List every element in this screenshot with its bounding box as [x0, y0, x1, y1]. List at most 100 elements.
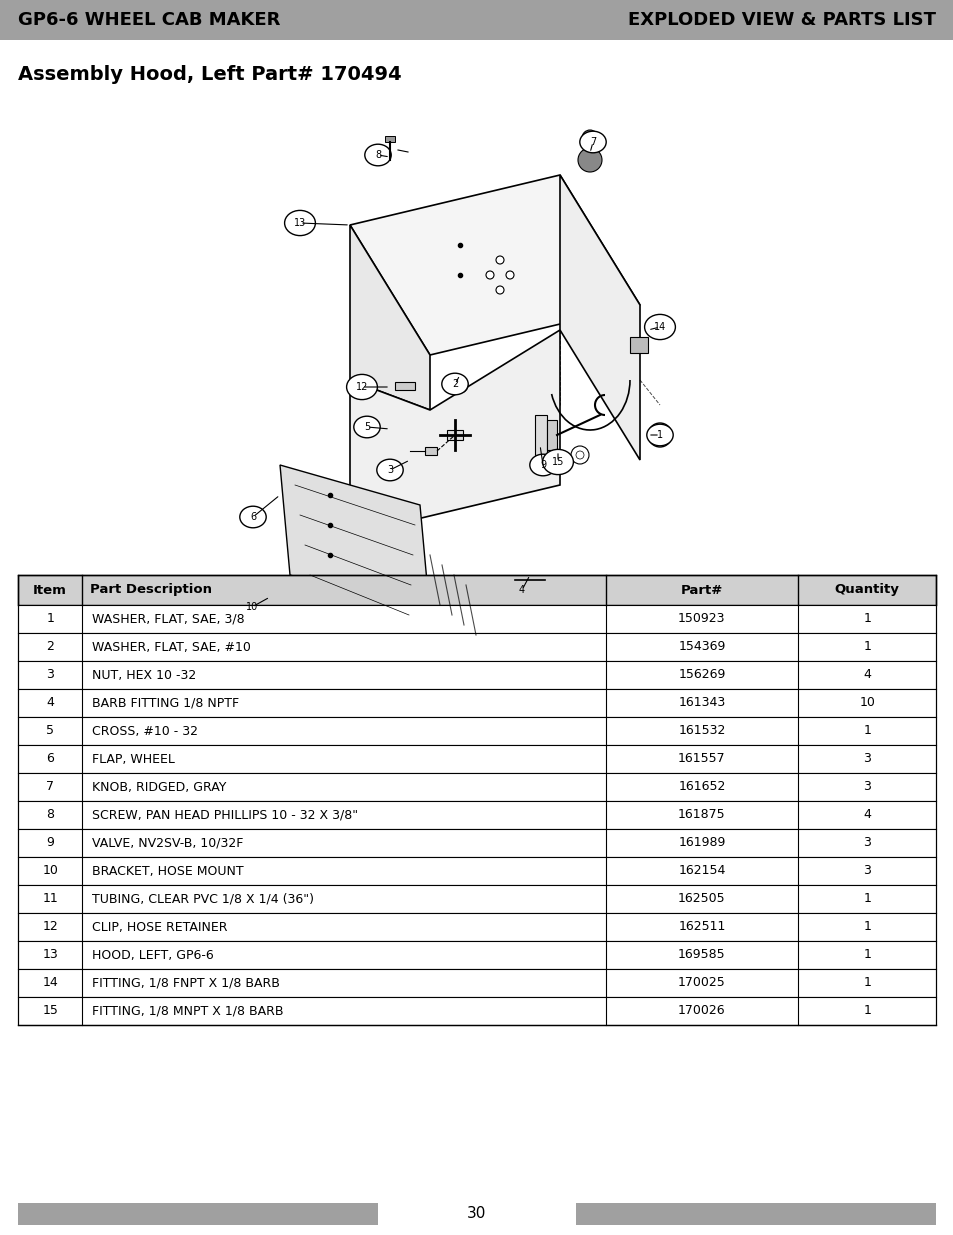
Text: 161875: 161875	[678, 809, 725, 821]
Ellipse shape	[508, 579, 535, 600]
Circle shape	[452, 377, 468, 393]
Text: 154369: 154369	[678, 641, 725, 653]
Ellipse shape	[354, 416, 380, 437]
Text: 3: 3	[46, 668, 54, 682]
Bar	[270, 590, 359, 640]
Text: KNOB, RIDGED, GRAY: KNOB, RIDGED, GRAY	[92, 781, 227, 794]
Circle shape	[456, 382, 462, 388]
Text: 3: 3	[862, 752, 870, 766]
Text: 10: 10	[246, 601, 258, 613]
Text: NUT, HEX 10 -32: NUT, HEX 10 -32	[92, 668, 196, 682]
Bar	[18, 802, 935, 829]
Bar	[447, 430, 462, 440]
Text: 162511: 162511	[678, 920, 725, 934]
Ellipse shape	[346, 374, 377, 400]
Text: 3: 3	[862, 836, 870, 850]
Text: 1: 1	[862, 920, 870, 934]
Text: 150923: 150923	[678, 613, 725, 625]
Text: 13: 13	[42, 948, 58, 962]
Text: 5: 5	[46, 725, 54, 737]
Text: 169585: 169585	[678, 948, 725, 962]
Text: 1: 1	[862, 1004, 870, 1018]
Bar	[385, 136, 395, 142]
Text: 14: 14	[653, 322, 665, 332]
Text: 1: 1	[657, 430, 662, 440]
Text: 1: 1	[862, 893, 870, 905]
Text: HOOD, LEFT, GP6-6: HOOD, LEFT, GP6-6	[92, 948, 213, 962]
Circle shape	[485, 270, 494, 279]
Text: 6: 6	[250, 513, 255, 522]
Text: 156269: 156269	[678, 668, 725, 682]
Text: 170025: 170025	[678, 977, 725, 989]
Ellipse shape	[284, 210, 315, 236]
Bar	[424, 447, 436, 454]
Text: Part#: Part#	[680, 583, 722, 597]
Text: Quantity: Quantity	[834, 583, 899, 597]
Bar	[576, 1203, 935, 1225]
Text: 2: 2	[452, 379, 457, 389]
Text: WASHER, FLAT, SAE, #10: WASHER, FLAT, SAE, #10	[92, 641, 251, 653]
Polygon shape	[350, 330, 559, 535]
Text: 10: 10	[42, 864, 58, 878]
Circle shape	[505, 270, 514, 279]
Text: EXPLODED VIEW & PARTS LIST: EXPLODED VIEW & PARTS LIST	[627, 11, 935, 28]
Text: 3: 3	[862, 781, 870, 794]
Ellipse shape	[364, 144, 391, 165]
Text: 1: 1	[862, 977, 870, 989]
Bar	[18, 1203, 377, 1225]
Text: 11: 11	[42, 893, 58, 905]
Text: 4: 4	[862, 668, 870, 682]
Text: 9: 9	[46, 836, 54, 850]
Ellipse shape	[236, 594, 267, 620]
Text: CLIP, HOSE RETAINER: CLIP, HOSE RETAINER	[92, 920, 228, 934]
Text: 13: 13	[294, 219, 306, 228]
Polygon shape	[280, 466, 430, 615]
Bar	[535, 415, 546, 454]
Text: 4: 4	[518, 585, 524, 595]
Text: 2: 2	[46, 641, 54, 653]
Text: CROSS, #10 - 32: CROSS, #10 - 32	[92, 725, 198, 737]
Text: 30: 30	[467, 1207, 486, 1221]
Bar	[18, 885, 935, 913]
Text: 10: 10	[859, 697, 874, 709]
Bar	[18, 718, 935, 745]
Bar	[18, 634, 935, 661]
Text: 4: 4	[46, 697, 54, 709]
Text: 8: 8	[375, 149, 380, 161]
Circle shape	[496, 287, 503, 294]
Text: BARB FITTING 1/8 NPTF: BARB FITTING 1/8 NPTF	[92, 697, 239, 709]
Text: 15: 15	[551, 457, 563, 467]
Bar	[18, 997, 935, 1025]
Text: 1: 1	[862, 613, 870, 625]
Bar	[18, 661, 935, 689]
Text: 4: 4	[862, 809, 870, 821]
Text: 12: 12	[42, 920, 58, 934]
Bar	[395, 382, 415, 390]
Bar	[18, 605, 935, 634]
Bar	[18, 745, 935, 773]
Text: 8: 8	[46, 809, 54, 821]
Ellipse shape	[644, 315, 675, 340]
Bar	[546, 420, 557, 450]
Text: 161557: 161557	[678, 752, 725, 766]
Circle shape	[314, 609, 326, 621]
Ellipse shape	[542, 450, 573, 474]
Bar	[18, 829, 935, 857]
Text: FITTING, 1/8 MNPT X 1/8 BARB: FITTING, 1/8 MNPT X 1/8 BARB	[92, 1004, 283, 1018]
Text: GP6-6 WHEEL CAB MAKER: GP6-6 WHEEL CAB MAKER	[18, 11, 280, 28]
Bar	[18, 969, 935, 997]
Ellipse shape	[579, 131, 605, 153]
Text: 1: 1	[862, 725, 870, 737]
Text: 15: 15	[42, 1004, 58, 1018]
Text: 162154: 162154	[678, 864, 725, 878]
Text: 9: 9	[539, 459, 545, 471]
Text: 6: 6	[46, 752, 54, 766]
Circle shape	[576, 451, 583, 459]
Text: BRACKET, HOSE MOUNT: BRACKET, HOSE MOUNT	[92, 864, 244, 878]
Text: 7: 7	[46, 781, 54, 794]
Text: TUBING, CLEAR PVC 1/8 X 1/4 (36"): TUBING, CLEAR PVC 1/8 X 1/4 (36")	[92, 893, 314, 905]
Text: 1: 1	[862, 641, 870, 653]
Text: WASHER, FLAT, SAE, 3/8: WASHER, FLAT, SAE, 3/8	[92, 613, 245, 625]
Ellipse shape	[441, 373, 468, 395]
Text: 3: 3	[862, 864, 870, 878]
